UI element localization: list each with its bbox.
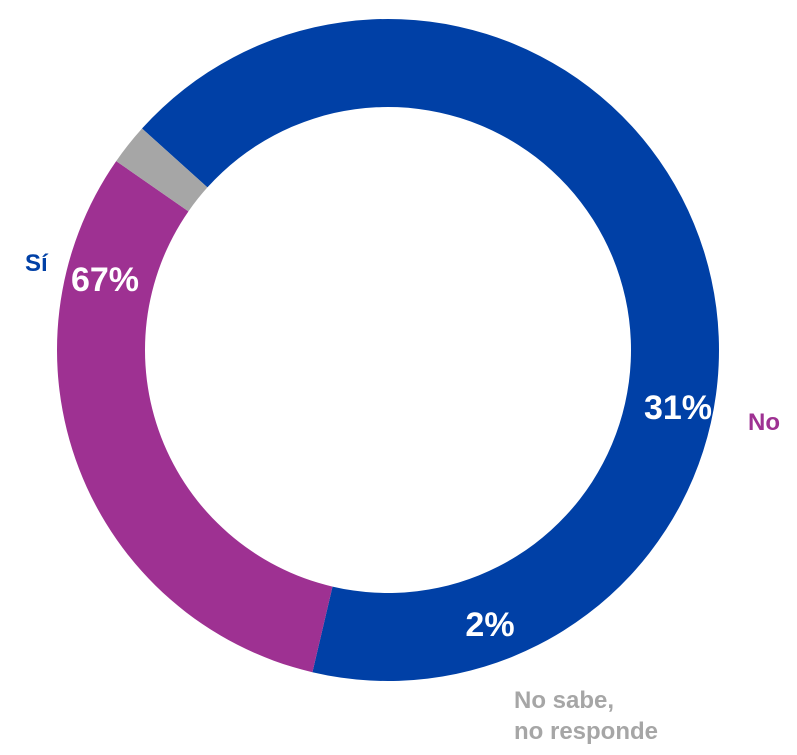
- donut-slices: [56, 19, 719, 682]
- slice-category-label: No sabe, no responde: [514, 687, 658, 745]
- slice-value-label: 67%: [71, 261, 139, 299]
- slice-category-label: Sí: [25, 250, 49, 277]
- slice-value-label: 2%: [465, 606, 514, 644]
- slice-value-label: 31%: [644, 389, 712, 427]
- slice-category-label-line: no responde: [514, 718, 658, 745]
- value-labels: 67% 31% 2%: [71, 261, 712, 644]
- category-labels: Sí No No sabe, no responde: [25, 250, 780, 745]
- slice-category-label: No: [748, 409, 780, 436]
- slice-category-label-line: No sabe,: [514, 687, 614, 714]
- donut-slice: [142, 19, 719, 682]
- donut-slice: [56, 161, 333, 673]
- donut-slice: [116, 128, 208, 212]
